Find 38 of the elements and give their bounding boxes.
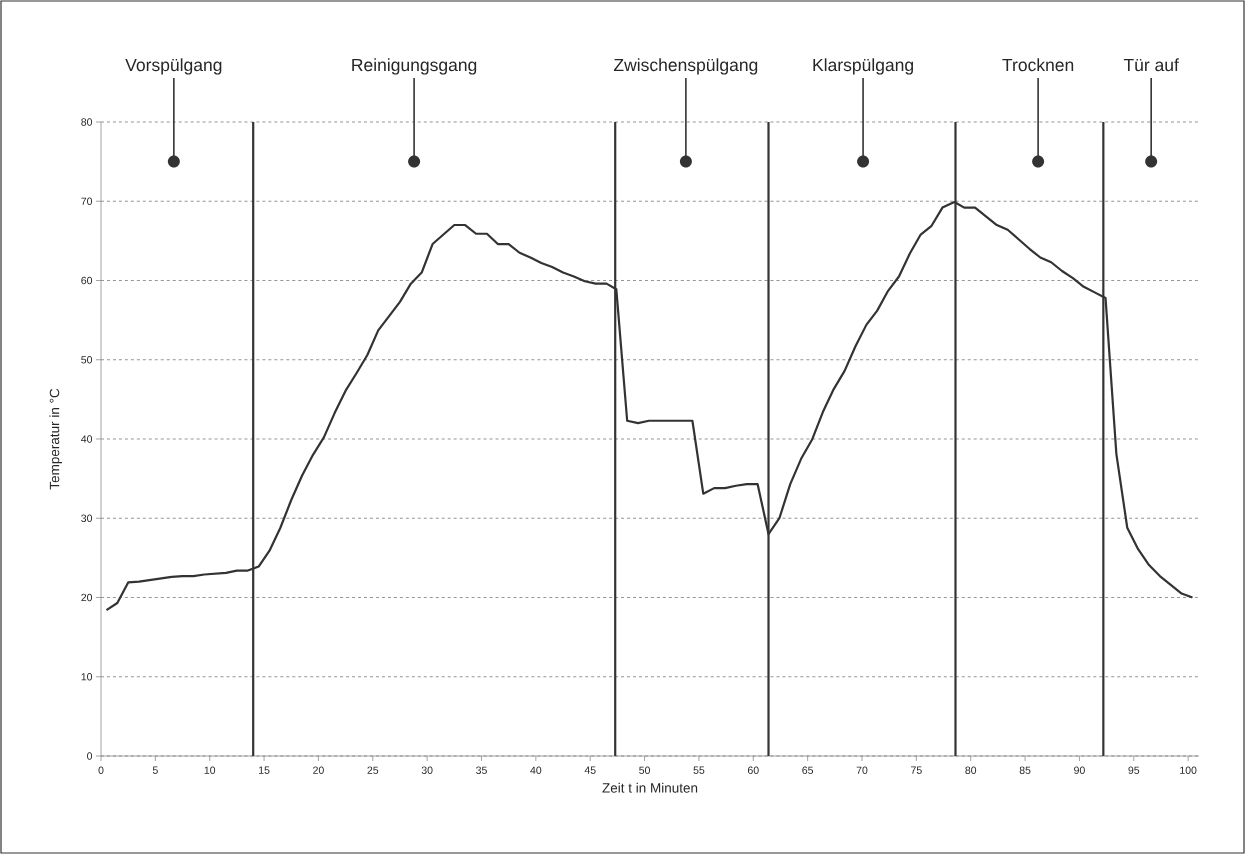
annotation: Vorspülgang <box>125 58 222 75</box>
x-tick-label: 65 <box>802 766 814 774</box>
y-tick-label: 70 <box>81 197 93 205</box>
x-tick-label: 50 <box>639 766 650 774</box>
x-tick-label: 75 <box>911 766 922 774</box>
x-tick-label: 0 <box>98 766 104 774</box>
annotation: Zwischenspülgang <box>613 58 758 75</box>
x-tick-label: 30 <box>421 766 433 774</box>
x-tick-label: 40 <box>530 766 542 774</box>
x-tick-label: 70 <box>856 766 868 774</box>
x-tick-label: 45 <box>584 766 596 774</box>
x-tick-label: 60 <box>747 766 759 774</box>
x-tick-label: 80 <box>965 766 977 774</box>
x-tick-label: 10 <box>204 766 216 774</box>
annotation: Tür auf <box>1123 58 1179 72</box>
y-tick-label: 80 <box>81 118 93 126</box>
annotation: Trocknen <box>1002 58 1074 72</box>
x-tick-label: 85 <box>1019 766 1031 774</box>
y-tick-label: 30 <box>81 514 93 522</box>
annotation: Klarspülgang <box>813 58 914 75</box>
annotation: Reinigungsgang <box>352 58 477 75</box>
x-axis-title: Zeit t in Minuten <box>602 782 698 793</box>
x-tick-label: 35 <box>476 766 487 774</box>
x-tick-label: 95 <box>1128 766 1140 774</box>
x-tick-label: 25 <box>367 766 379 774</box>
x-tick-label: 20 <box>313 766 324 774</box>
y-tick-label: 10 <box>81 673 93 681</box>
x-tick-label: 55 <box>693 766 705 774</box>
y-tick-label: 40 <box>81 435 93 443</box>
x-tick-label: 100 <box>1180 766 1197 774</box>
y-axis-title: Temperatur in °C <box>49 388 62 490</box>
y-tick-label: 50 <box>81 356 93 364</box>
y-tick-label: 60 <box>81 276 93 285</box>
x-tick-label: 15 <box>259 766 270 774</box>
y-tick-label: 0 <box>87 752 93 760</box>
x-tick-label: 90 <box>1074 766 1085 774</box>
y-tick-label: 20 <box>81 593 93 602</box>
x-tick-label: 5 <box>152 766 158 774</box>
